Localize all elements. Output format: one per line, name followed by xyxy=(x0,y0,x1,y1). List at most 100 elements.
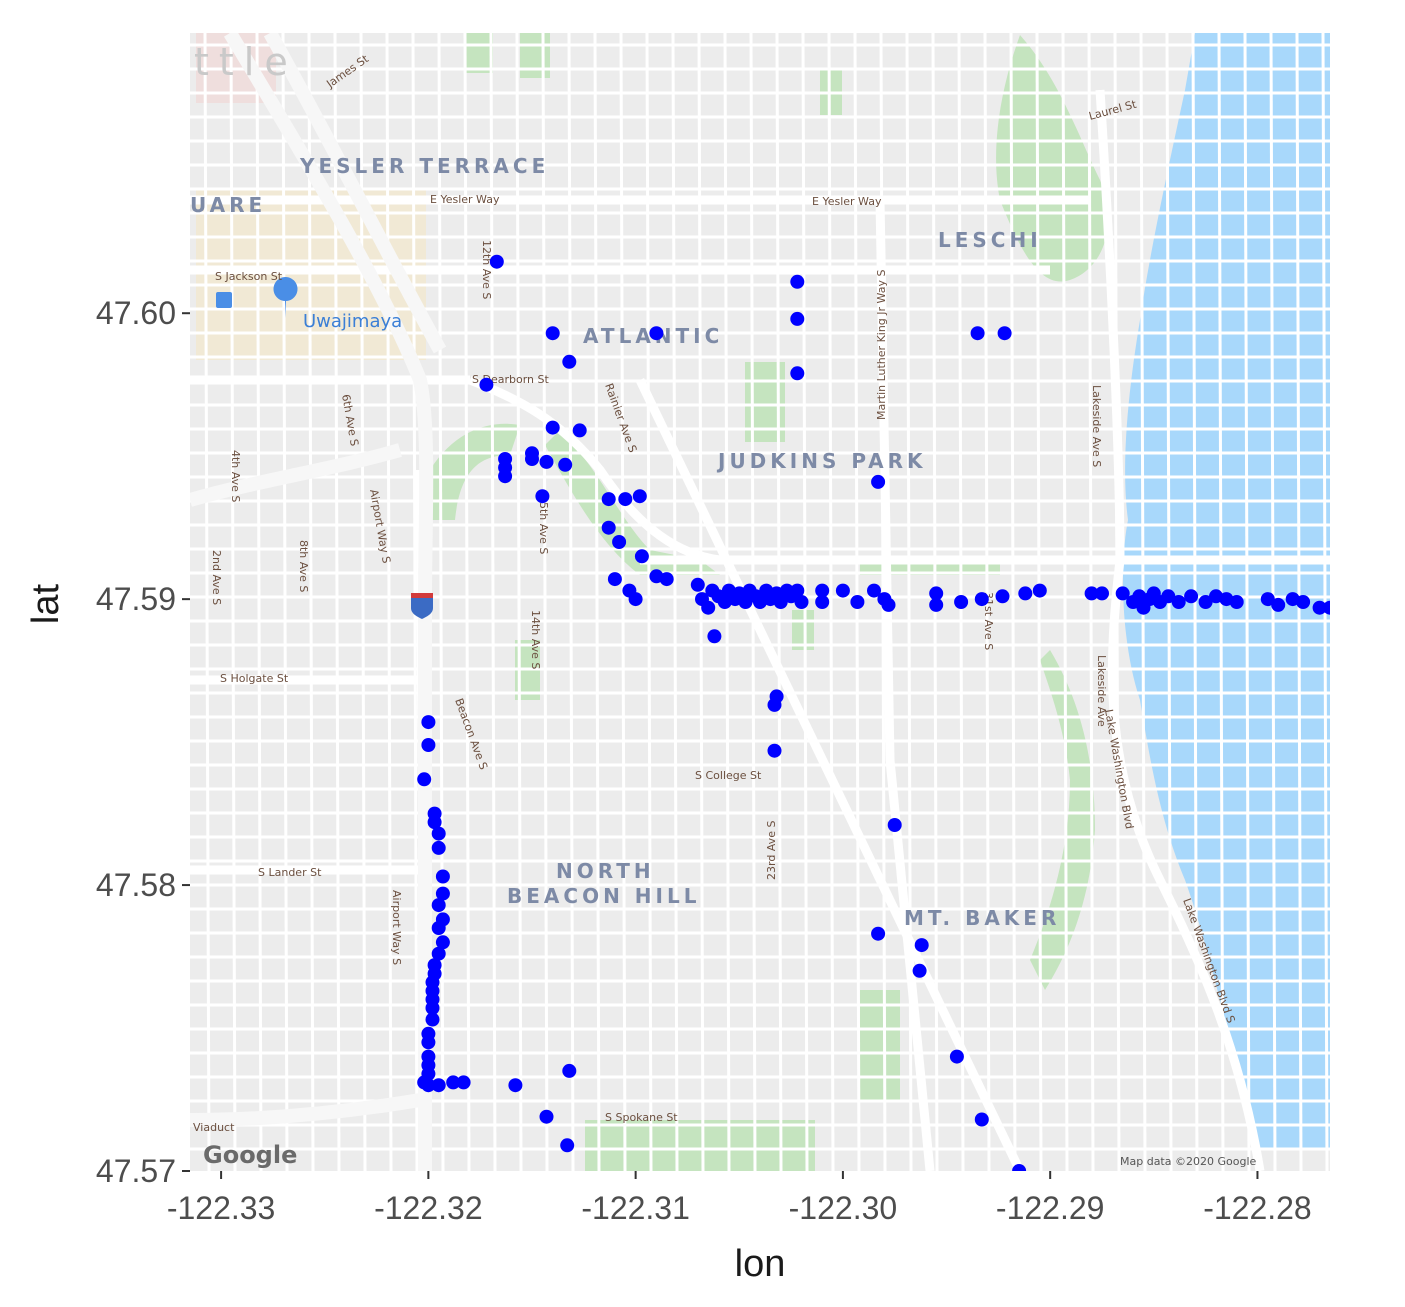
street-s-jackson: S Jackson St xyxy=(215,270,283,283)
street-14th: 14th Ave S xyxy=(529,610,542,669)
data-point xyxy=(425,1012,440,1027)
data-point xyxy=(815,583,830,598)
data-point xyxy=(929,597,944,612)
data-point xyxy=(421,715,436,730)
data-point xyxy=(790,583,805,598)
label-seattle: ttle xyxy=(194,40,298,84)
data-point xyxy=(427,815,442,830)
street-viaduct: Viaduct xyxy=(193,1121,235,1134)
data-point xyxy=(489,254,504,269)
data-point xyxy=(995,589,1010,604)
data-point xyxy=(417,772,432,787)
data-point xyxy=(539,454,554,469)
y-axis: 47.57 47.58 47.59 47.60 xyxy=(96,295,190,1189)
y-tick-label: 47.59 xyxy=(96,581,176,617)
street-31st: 31st Ave S xyxy=(982,592,995,650)
data-point xyxy=(545,420,560,435)
data-point xyxy=(1323,600,1330,615)
data-point xyxy=(431,921,446,935)
street-s-holgate: S Holgate St xyxy=(220,672,289,685)
data-point xyxy=(974,592,989,607)
data-point xyxy=(562,354,577,369)
data-point xyxy=(545,326,560,341)
data-point xyxy=(421,738,436,752)
map-credit: Map data ©2020 Google xyxy=(1120,1155,1256,1168)
street-15th: 15th Ave S xyxy=(537,495,550,554)
data-point xyxy=(446,1075,461,1090)
data-point xyxy=(431,840,446,855)
label-yesler-terrace: YESLER TERRACE xyxy=(299,154,549,178)
data-point xyxy=(618,492,633,507)
data-point xyxy=(871,474,886,489)
data-point xyxy=(767,697,782,712)
data-point xyxy=(707,629,722,644)
x-axis-title: lon xyxy=(735,1243,786,1285)
label-uare: UARE xyxy=(190,193,266,217)
y-tick-label: 47.60 xyxy=(96,295,176,331)
data-point xyxy=(431,946,446,961)
data-point xyxy=(1012,1164,1027,1171)
data-point xyxy=(632,489,647,504)
data-point xyxy=(867,583,881,598)
x-tick-label: -122.32 xyxy=(374,1190,483,1226)
data-point xyxy=(572,423,587,438)
data-point xyxy=(562,1063,577,1078)
label-beacon-hill: BEACON HILL xyxy=(507,884,700,908)
street-lakeside: Lakeside Ave S xyxy=(1090,385,1103,467)
data-point xyxy=(1161,589,1176,604)
street-12th: 12th Ave S xyxy=(480,240,493,299)
transit-icon xyxy=(216,292,232,308)
data-point xyxy=(498,469,513,484)
data-point xyxy=(649,326,664,341)
data-point xyxy=(912,963,927,978)
data-point xyxy=(607,572,622,587)
data-point xyxy=(790,274,805,289)
data-point xyxy=(1198,595,1213,609)
data-point xyxy=(690,577,705,592)
data-point xyxy=(701,600,716,615)
data-point xyxy=(773,595,788,609)
data-point xyxy=(612,535,627,549)
x-axis: -122.33 -122.32 -122.31 -122.30 -122.29 -122.… xyxy=(167,1171,1312,1226)
data-point xyxy=(539,1109,554,1124)
poi-marker: Uwajimaya xyxy=(273,277,402,332)
data-point xyxy=(1312,600,1327,615)
data-point xyxy=(431,1078,446,1093)
data-points xyxy=(417,254,1330,1171)
data-point xyxy=(790,311,805,326)
data-point xyxy=(794,595,809,609)
data-point xyxy=(767,743,782,758)
data-point xyxy=(601,492,616,507)
data-point xyxy=(1095,586,1109,601)
data-point xyxy=(887,818,902,832)
data-point xyxy=(835,583,850,598)
data-point xyxy=(738,595,753,609)
street-s-spokane: S Spokane St xyxy=(605,1111,678,1124)
data-point xyxy=(1296,595,1311,609)
data-point xyxy=(929,586,944,601)
data-point xyxy=(431,826,446,841)
data-point xyxy=(435,869,450,884)
data-point xyxy=(558,457,573,472)
data-point xyxy=(1084,586,1099,601)
data-point xyxy=(914,938,929,953)
y-axis-title: lat xyxy=(25,583,67,624)
data-point xyxy=(1260,592,1275,607)
data-point xyxy=(435,935,450,950)
street-e-yesler-east: E Yesler Way xyxy=(812,195,882,208)
data-point xyxy=(881,597,896,612)
shopping-icon xyxy=(273,277,298,318)
data-point xyxy=(659,572,674,587)
data-point xyxy=(949,1049,964,1064)
data-point xyxy=(1018,586,1033,601)
street-s-lander: S Lander St xyxy=(258,866,322,879)
label-leschi: LESCHI xyxy=(938,228,1042,252)
data-point xyxy=(970,326,985,341)
x-tick-label: -122.29 xyxy=(996,1190,1105,1226)
data-point xyxy=(425,1001,440,1015)
data-point xyxy=(1229,595,1244,609)
street-2nd: 2nd Ave S xyxy=(210,550,223,605)
data-point xyxy=(1115,586,1130,601)
lake-washington xyxy=(1123,33,1330,1150)
